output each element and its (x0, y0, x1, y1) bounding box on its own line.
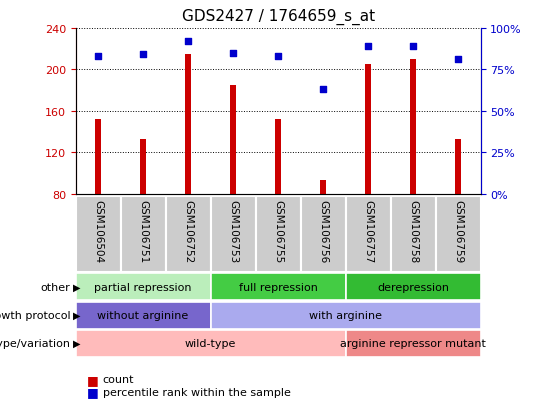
Text: GSM106758: GSM106758 (408, 200, 418, 263)
Bar (231, 85, 236, 194)
Text: GSM106755: GSM106755 (273, 200, 283, 263)
Text: partial repression: partial repression (94, 282, 192, 292)
Text: GSM106753: GSM106753 (228, 200, 238, 263)
Point (274, 54, 282, 60)
Bar (120, 196, 166, 273)
Bar (436, 196, 481, 273)
Point (184, 39, 192, 45)
Text: derepression: derepression (377, 282, 449, 292)
Point (364, 44, 373, 50)
Text: with arginine: with arginine (309, 310, 382, 320)
Text: arginine repressor mutant: arginine repressor mutant (340, 338, 486, 349)
Point (229, 50, 238, 57)
Text: GSM106757: GSM106757 (363, 200, 373, 263)
Text: GSM106759: GSM106759 (453, 200, 463, 263)
Text: GSM106756: GSM106756 (318, 200, 328, 263)
Text: ▶: ▶ (73, 310, 80, 320)
Bar (346, 274, 481, 301)
Point (409, 44, 417, 50)
Text: ■: ■ (86, 373, 98, 386)
Bar (140, 139, 146, 194)
Point (94, 54, 103, 60)
Point (454, 57, 462, 64)
Bar (366, 65, 371, 194)
Bar (455, 139, 461, 194)
Bar (410, 60, 416, 194)
Bar (346, 196, 390, 273)
Bar (301, 196, 346, 273)
Text: GSM106751: GSM106751 (138, 200, 148, 263)
Text: without arginine: without arginine (98, 310, 188, 320)
Text: full repression: full repression (239, 282, 318, 292)
Bar (166, 196, 211, 273)
Text: count: count (103, 375, 134, 385)
Text: percentile rank within the sample: percentile rank within the sample (103, 387, 291, 397)
Bar (275, 120, 281, 194)
Bar (96, 120, 101, 194)
Bar (76, 302, 211, 329)
Text: GSM106504: GSM106504 (93, 200, 103, 263)
Text: ▶: ▶ (73, 338, 80, 349)
Text: GSM106752: GSM106752 (183, 200, 193, 263)
Bar (211, 302, 481, 329)
Bar (390, 196, 436, 273)
Bar (346, 330, 481, 357)
Text: genotype/variation: genotype/variation (0, 338, 70, 349)
Text: growth protocol: growth protocol (0, 310, 70, 320)
Bar (255, 196, 301, 273)
Point (139, 52, 147, 59)
Text: ■: ■ (86, 385, 98, 399)
Title: GDS2427 / 1764659_s_at: GDS2427 / 1764659_s_at (181, 9, 375, 25)
Text: ▶: ▶ (73, 282, 80, 292)
Bar (185, 55, 191, 194)
Bar (76, 274, 211, 301)
Bar (76, 330, 346, 357)
Text: wild-type: wild-type (185, 338, 237, 349)
Bar (211, 196, 255, 273)
Bar (211, 274, 346, 301)
Text: other: other (40, 282, 70, 292)
Bar (320, 180, 326, 194)
Point (319, 87, 327, 93)
Bar (76, 196, 120, 273)
